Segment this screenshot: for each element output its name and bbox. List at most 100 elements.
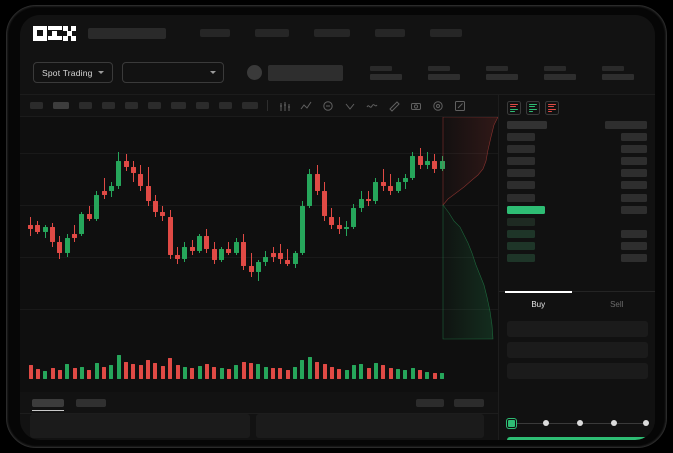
timeframe-4[interactable] xyxy=(125,102,138,109)
volume-bar xyxy=(116,355,121,379)
market-stat-3 xyxy=(543,65,576,80)
orderbook-amount-bar xyxy=(605,121,647,129)
ruler-icon[interactable] xyxy=(388,100,400,112)
timeframe-5[interactable] xyxy=(148,102,161,109)
volume-bar xyxy=(307,356,312,379)
orderbook-row[interactable] xyxy=(507,145,647,154)
fullscreen-icon[interactable] xyxy=(454,100,466,112)
orderbook-amount-bar xyxy=(621,254,647,263)
volume-bar xyxy=(410,367,415,379)
timeframe-8[interactable] xyxy=(219,102,232,109)
tab-sell[interactable]: Sell xyxy=(578,292,656,317)
orderbook-row[interactable] xyxy=(507,241,647,250)
timeframe-2[interactable] xyxy=(79,102,92,109)
wave-icon[interactable] xyxy=(366,100,378,112)
volume-bar xyxy=(315,362,320,379)
orderbook-row[interactable] xyxy=(507,121,647,129)
orderbook-price-bar xyxy=(507,193,535,202)
orderbook-amount-bar xyxy=(621,193,647,202)
orders-tabbar-actions xyxy=(416,398,498,407)
stat-label xyxy=(601,65,624,71)
orderbook-row[interactable] xyxy=(507,157,647,166)
orderbook-row-highlighted[interactable] xyxy=(507,205,647,214)
nav-item-0[interactable] xyxy=(200,29,230,37)
orderbook-rows[interactable] xyxy=(499,119,655,263)
okx-logo[interactable] xyxy=(33,25,78,41)
orderbook-bids-icon[interactable] xyxy=(526,101,540,115)
orderbook-row[interactable] xyxy=(507,133,647,142)
candlestick-icon[interactable] xyxy=(278,100,290,112)
settings-icon[interactable] xyxy=(432,100,444,112)
slider-dot[interactable] xyxy=(577,420,583,426)
volume-bar xyxy=(278,368,283,379)
pair-select[interactable] xyxy=(121,62,224,83)
slider-dot[interactable] xyxy=(543,420,549,426)
volume-bar xyxy=(396,369,400,379)
line-chart-icon[interactable] xyxy=(300,100,312,112)
header-search-field[interactable] xyxy=(88,27,166,39)
volume-bar xyxy=(388,368,393,379)
pair-coin-avatar xyxy=(246,65,262,80)
slider-dot[interactable] xyxy=(643,420,649,426)
volume-bar xyxy=(190,368,195,379)
nav-item-3[interactable] xyxy=(375,29,405,37)
price-chart[interactable] xyxy=(20,117,498,392)
amount-percent-slider[interactable] xyxy=(507,417,649,429)
chart-toolbar xyxy=(20,95,655,117)
nav-item-1[interactable] xyxy=(255,29,289,37)
logo-letter-k xyxy=(48,25,62,41)
trading-mode-label: Spot Trading xyxy=(42,67,93,78)
market-info-bar: Spot Trading xyxy=(20,51,655,95)
order-field-0[interactable] xyxy=(507,321,648,337)
tab-buy[interactable]: Buy xyxy=(499,291,578,317)
volume-bar xyxy=(175,364,180,379)
nav-item-4[interactable] xyxy=(430,29,462,37)
orderbook-view-toggles xyxy=(499,95,655,119)
volume-bar xyxy=(153,362,158,379)
orderbook-price-bar xyxy=(507,181,535,190)
orderbook-row[interactable] xyxy=(507,181,647,190)
camera-icon[interactable] xyxy=(410,100,422,112)
volume-bar xyxy=(381,365,386,379)
submit-order-button[interactable] xyxy=(507,437,648,440)
slider-dot[interactable] xyxy=(611,420,617,426)
volume-bar xyxy=(35,369,40,379)
nav-item-2[interactable] xyxy=(314,29,350,37)
orderbook-both-icon[interactable] xyxy=(507,101,521,115)
order-tab-0[interactable] xyxy=(32,398,64,411)
pair-name-placeholder[interactable] xyxy=(267,64,343,81)
order-tab-1[interactable] xyxy=(76,398,106,407)
orderbook-price-bar xyxy=(507,133,535,142)
trading-mode-dropdown[interactable]: Spot Trading xyxy=(33,62,113,83)
logo-letter-o xyxy=(33,25,47,41)
orders-action-0[interactable] xyxy=(416,398,444,407)
tab-buy-label: Buy xyxy=(531,300,546,309)
slider-handle[interactable] xyxy=(507,418,516,428)
orderbook-price-bar xyxy=(507,157,535,166)
orderbook-asks-icon[interactable] xyxy=(545,101,559,115)
orderbook-row[interactable] xyxy=(507,193,647,202)
timeframe-1[interactable] xyxy=(53,102,69,109)
timeframe-9[interactable] xyxy=(242,102,258,109)
timeframe-0[interactable] xyxy=(30,102,43,109)
order-field-2[interactable] xyxy=(507,363,648,379)
volume-bar xyxy=(263,367,268,379)
orderbook-row[interactable] xyxy=(507,217,647,226)
orderbook-row[interactable] xyxy=(507,229,647,238)
order-field-1[interactable] xyxy=(507,342,648,358)
timeframe-7[interactable] xyxy=(196,102,209,109)
stat-value xyxy=(601,73,634,80)
indicator-icon[interactable] xyxy=(322,100,334,112)
orderbook-row[interactable] xyxy=(507,254,647,263)
orders-action-1[interactable] xyxy=(454,398,484,407)
volume-bar xyxy=(234,365,239,379)
orders-tabbar xyxy=(20,392,498,414)
timeframe-6[interactable] xyxy=(171,102,186,109)
orderbook-amount-bar xyxy=(621,181,647,190)
compare-icon[interactable] xyxy=(344,100,356,112)
orderbook-row[interactable] xyxy=(507,169,647,178)
device-bezel: Spot Trading xyxy=(6,5,667,448)
volume-bar xyxy=(337,369,342,379)
timeframe-3[interactable] xyxy=(102,102,115,109)
